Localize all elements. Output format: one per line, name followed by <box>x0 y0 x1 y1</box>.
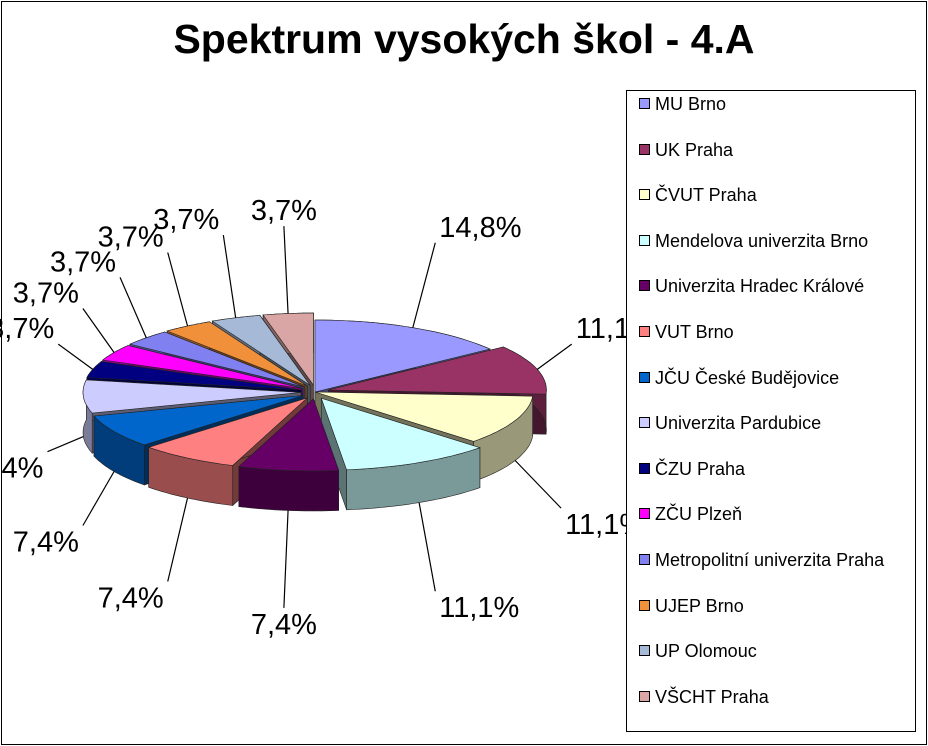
legend-swatch <box>639 280 650 292</box>
percent-label: 7,4% <box>98 583 164 615</box>
percent-label: 11,1% <box>439 592 519 624</box>
legend-label: Univerzita Pardubice <box>655 413 822 434</box>
legend-swatch <box>639 234 650 246</box>
percent-label: 3,7% <box>0 313 54 345</box>
legend-label: Metropolitní univerzita Praha <box>655 550 885 570</box>
legend-label: ČZU Praha <box>655 458 746 479</box>
data-label: 7,4% <box>251 510 317 641</box>
percent-label: 7,4% <box>0 453 43 485</box>
data-label: 3,7% <box>98 221 189 327</box>
legend-swatch <box>639 508 650 520</box>
legend-swatch <box>639 554 650 565</box>
legend-swatch <box>639 371 650 383</box>
legend-swatch <box>639 143 650 155</box>
data-label: 3,7% <box>0 313 94 370</box>
percent-label: 3,7% <box>153 204 219 236</box>
data-label: 3,7% <box>13 278 115 353</box>
legend-label: UK Praha <box>655 139 734 160</box>
legend-swatch <box>639 690 650 702</box>
data-label: 7,4% <box>98 497 189 615</box>
legend-label: UJEP Brno <box>655 595 744 616</box>
data-label: 14,8% <box>412 212 522 328</box>
pie-slice <box>320 397 481 511</box>
data-label: 3,7% <box>50 246 147 339</box>
percent-label: 14,8% <box>439 212 521 244</box>
data-label: 3,7% <box>153 204 237 318</box>
chart-title: Spektrum vysokých škol - 4.A <box>173 16 755 62</box>
legend-swatch <box>639 326 650 337</box>
legend-swatch <box>639 462 650 474</box>
legend-label: MU Brno <box>655 94 727 114</box>
legend-label: ZČU Plzeň <box>655 504 743 525</box>
legend-swatch <box>639 645 650 657</box>
legend-label: ČVUT Praha <box>655 185 757 206</box>
percent-label: 7,4% <box>13 527 79 559</box>
percent-label: 3,7% <box>50 246 116 278</box>
data-label: 7,4% <box>13 471 115 559</box>
legend-label: VŠCHT Praha <box>655 686 769 707</box>
data-label: 3,7% <box>251 195 317 314</box>
legend-swatch <box>639 189 650 201</box>
legend-label: Univerzita Hradec Králové <box>655 276 865 297</box>
legend-label: UP Olomouc <box>655 641 757 662</box>
percent-label: 3,7% <box>13 278 79 310</box>
percent-label: 3,7% <box>98 221 164 253</box>
pie-slices <box>82 312 547 512</box>
percent-label: 3,7% <box>251 195 317 227</box>
data-label: 7,4% <box>0 436 84 485</box>
legend-label: JČU České Budějovice <box>655 367 840 388</box>
data-labels: 14,8%11,1%11,1%11,1%7,4%7,4%7,4%7,4%3,7%… <box>0 195 656 641</box>
legend-swatch <box>639 417 650 429</box>
data-label: 11,1% <box>418 502 519 624</box>
legend-label: Mendelova univerzita Brno <box>655 230 869 251</box>
legend: MU Brno UK Praha ČVUT Praha Mendelova unive… <box>626 90 916 732</box>
pie-slice <box>238 398 340 512</box>
legend-swatch <box>639 98 650 109</box>
percent-label: 7,4% <box>251 609 317 641</box>
legend-label: VUT Brno <box>655 322 734 342</box>
legend-swatch <box>639 599 650 611</box>
